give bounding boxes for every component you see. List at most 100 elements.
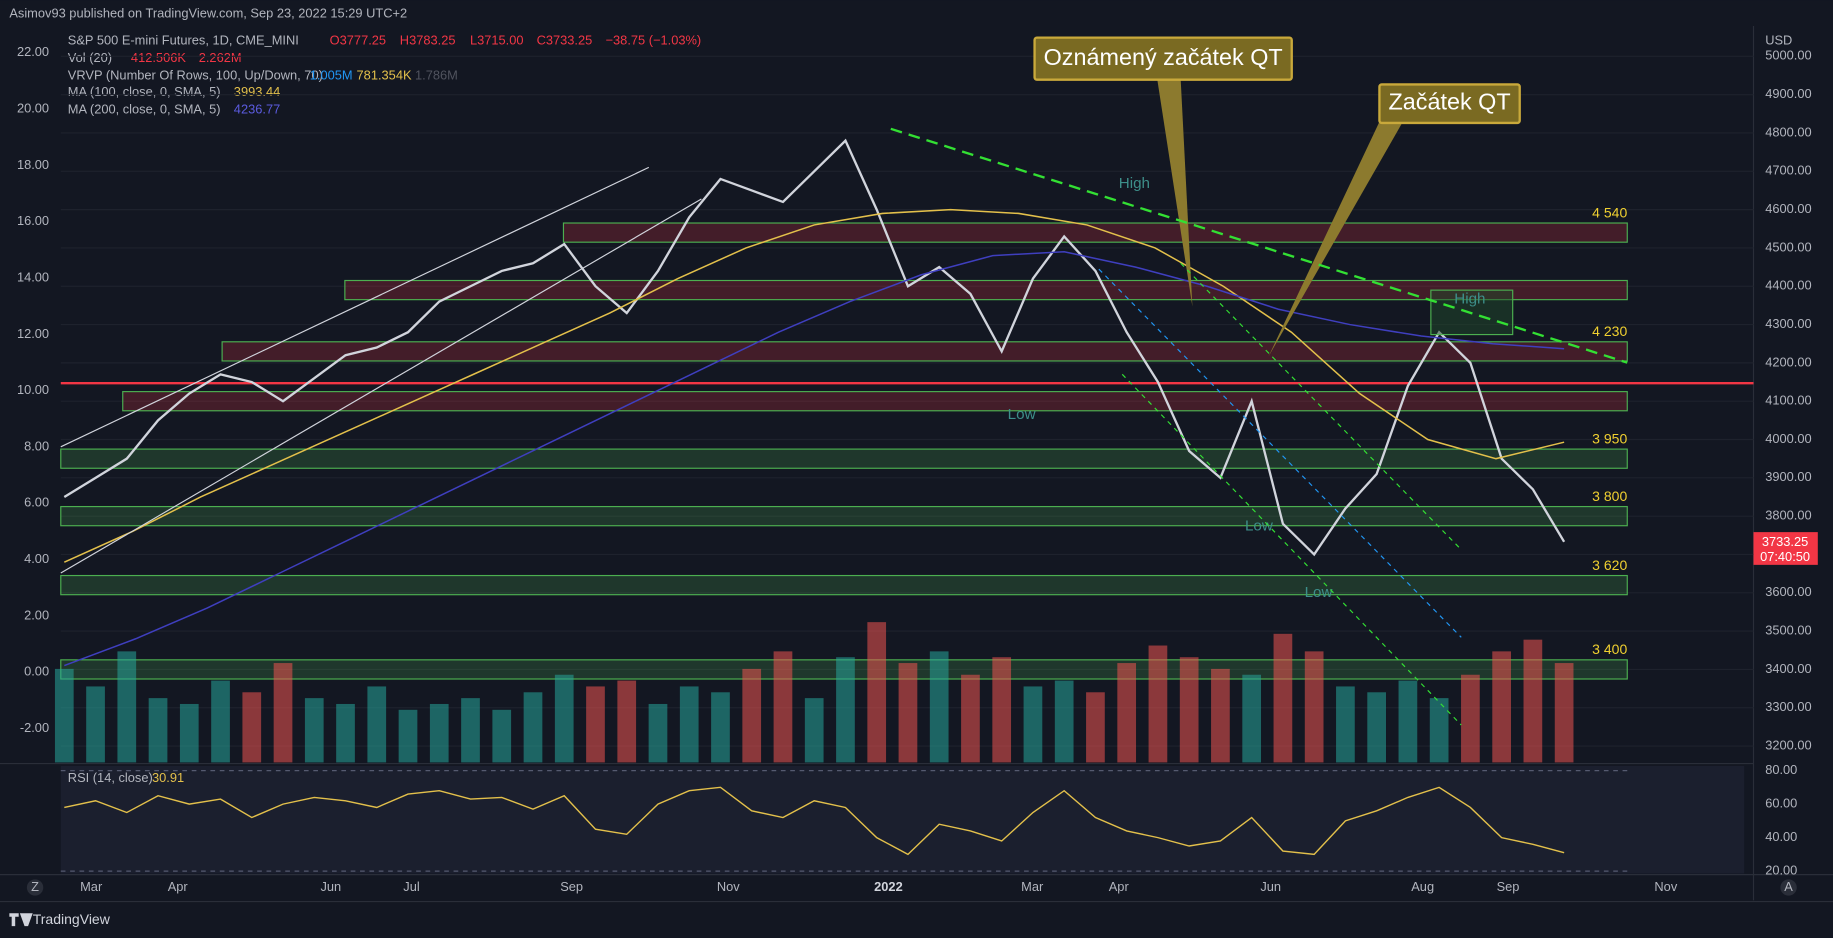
level-zone: [122, 391, 1628, 412]
pattern-labels: High High Low Low Low: [60, 127, 1628, 726]
y-tick-label: 3900.00: [1765, 469, 1811, 484]
volume-bar: [898, 663, 918, 763]
y2-tick-label: 0.00: [24, 664, 49, 679]
volume-bar: [992, 657, 1012, 763]
y-tick-label: 5000.00: [1765, 48, 1811, 63]
x-tick-label: 2022: [874, 879, 903, 894]
button[interactable]: [1780, 879, 1797, 896]
x-tick-label: Aug: [1411, 879, 1434, 894]
ma-line: [64, 250, 1565, 667]
x-tick-label: Jun: [320, 879, 341, 894]
x-tick-label: Nov: [1654, 879, 1677, 894]
volume-bar: [117, 651, 137, 763]
y-tick-label: 4000.00: [1765, 431, 1811, 446]
x-tick-label: Mar: [1021, 879, 1044, 894]
high-label: High: [1119, 175, 1150, 192]
legend-ma200: MA (200, close, 0, SMA, 5): [68, 102, 221, 117]
y-tick-label: 4100.00: [1765, 393, 1811, 408]
trend-line: [890, 127, 1628, 364]
rsi-tick-label: 60.00: [1765, 796, 1797, 811]
x-tick-label: Jul: [403, 879, 419, 894]
level-label: 4 230: [1592, 323, 1627, 339]
y2-tick-label: 20.00: [17, 101, 49, 116]
y-tick-label: 3300.00: [1765, 699, 1811, 714]
volume-bar: [711, 692, 730, 763]
y-tick-label: 4600.00: [1765, 201, 1811, 216]
y2-tick-label: 10.00: [17, 382, 49, 397]
published: Asimov93 published on TradingView.com, S…: [9, 6, 407, 21]
volume-bar: [1023, 686, 1043, 763]
volume-bar: [492, 709, 512, 763]
y-tick-label: 4800.00: [1765, 124, 1811, 139]
volume-bar: [1117, 663, 1137, 763]
legend-vol-b: 2.262M: [199, 50, 242, 65]
currency: USD: [1765, 33, 1792, 48]
volume-bar: [1367, 692, 1387, 763]
low-label: Low: [1245, 517, 1273, 534]
volume-bar: [867, 622, 887, 763]
level-label: 3 950: [1592, 430, 1627, 446]
legend-change: −38.75 (−1.03%): [606, 33, 702, 48]
channel-line: [1121, 373, 1462, 726]
volume-bar: [461, 698, 480, 763]
y-tick-label: 4400.00: [1765, 278, 1811, 293]
volume-bar: [1492, 651, 1511, 763]
legend-vol-a: 412.506K: [131, 50, 186, 65]
volume-bar: [336, 703, 355, 763]
button-label[interactable]: A: [1784, 879, 1793, 894]
low-label: Low: [1305, 584, 1333, 601]
y-tick-label: 3800.00: [1765, 508, 1811, 523]
y2-tick-label: 12.00: [17, 326, 49, 341]
legend-rsi: RSI (14, close): [68, 770, 153, 785]
volume-bar: [86, 686, 105, 763]
legend-vrvp: VRVP (Number Of Rows, 100, Up/Down, 70): [68, 68, 323, 83]
volume-bar: [1179, 657, 1199, 763]
y-tick-label: 4900.00: [1765, 86, 1811, 101]
level-label: 4 540: [1592, 204, 1627, 220]
price-badge: [1753, 532, 1818, 565]
legend-low: L3715.00: [470, 33, 524, 48]
volume-bar: [648, 703, 668, 763]
volume-bar: [1429, 698, 1449, 763]
volume-bar: [1523, 639, 1543, 763]
y-tick-label: 3400.00: [1765, 661, 1811, 676]
callout-box: [1378, 83, 1521, 125]
legend-vrvp-a: 1.005M: [310, 68, 353, 83]
y-tick-label: 4700.00: [1765, 163, 1811, 178]
x-tick-label: Apr: [168, 879, 189, 894]
volume-bar: [929, 651, 949, 763]
volume-bar: [179, 703, 199, 763]
volume-bar: [804, 698, 824, 763]
channel-line: [1180, 262, 1462, 551]
volume-bar: [1336, 686, 1355, 763]
y2-tick-label: 4.00: [24, 551, 49, 566]
volume-bar: [1242, 674, 1262, 763]
level-zone: [221, 341, 1628, 362]
volume-bar: [1211, 668, 1230, 763]
rsi-line: [64, 786, 1565, 856]
button[interactable]: [26, 879, 44, 896]
legend-open: O3777.25: [330, 33, 386, 48]
volume-bar: [961, 674, 980, 763]
y-tick-label: 4500.00: [1765, 239, 1811, 254]
volume-bar: [679, 686, 699, 763]
x-tick-label: Sep: [1497, 879, 1520, 894]
volume-bar: [398, 709, 418, 763]
level-label: 3 400: [1592, 641, 1627, 657]
ma-line: [63, 208, 1565, 563]
volume-bar: [1054, 680, 1074, 763]
high-label: High: [1454, 291, 1485, 308]
level-zone: [60, 574, 1628, 596]
plot: 3200.003300.003400.003500.003600.003700.…: [17, 44, 1812, 894]
level-zone: [562, 222, 1628, 243]
y-tick-label: 3500.00: [1765, 622, 1811, 637]
price-line: [63, 138, 1566, 557]
volume-bar: [742, 668, 762, 763]
volume-bar: [773, 651, 793, 763]
y2-tick-label: 6.00: [24, 495, 49, 510]
rsi-pane: [60, 765, 1745, 874]
volume-bar: [273, 663, 293, 763]
legend-ma200-value: 4236.77: [234, 102, 280, 117]
button-label[interactable]: Z: [31, 879, 39, 894]
